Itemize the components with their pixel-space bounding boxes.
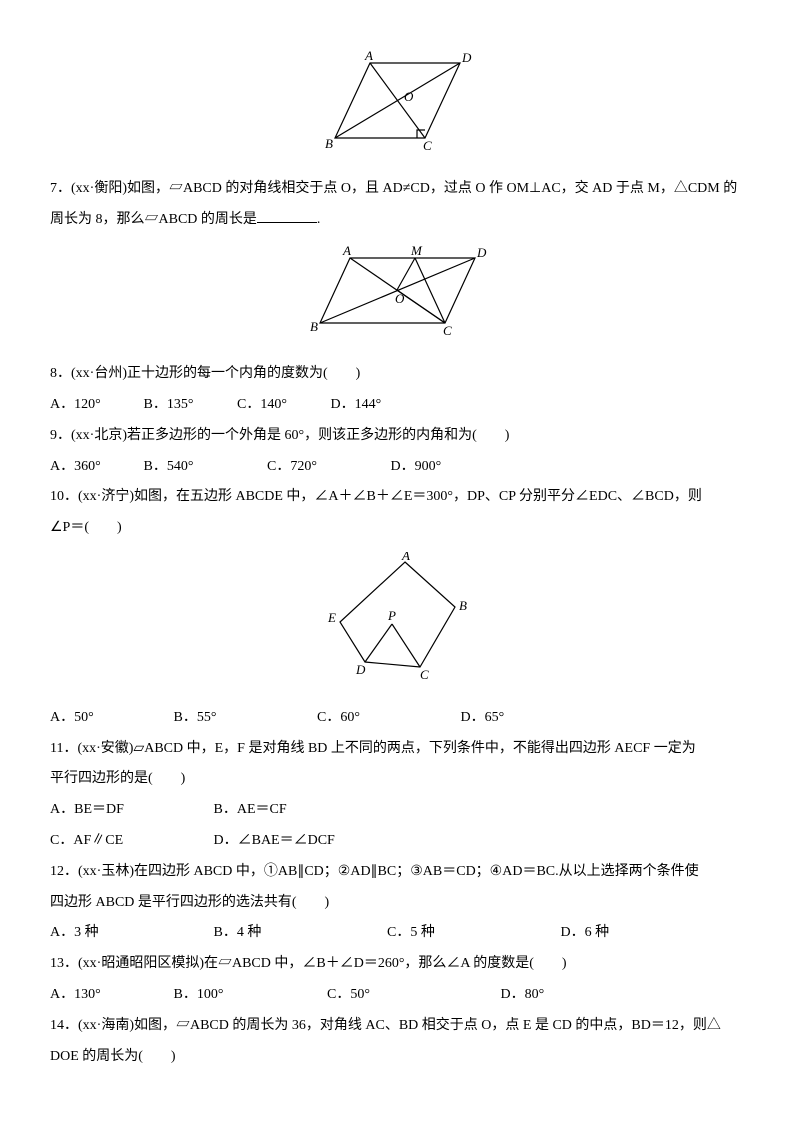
fig6-label-O: O [404, 89, 414, 104]
q9-opt-B: B．540° [144, 452, 264, 483]
fig10-label-P: P [387, 608, 396, 623]
q10-opt-B: B．55° [174, 703, 314, 734]
q7-line2: 周长为 8，那么▱ABCD 的周长是. [50, 205, 740, 236]
q10-opts: A．50° B．55° C．60° D．65° [50, 703, 740, 734]
fig10-label-E: E [327, 610, 336, 625]
fig6-svg: A D B C O [310, 48, 480, 153]
fig7-label-A: A [342, 243, 351, 258]
q10-line1: 10．(xx·济宁)如图，在五边形 ABCDE 中，∠A＋∠B＋∠E＝300°，… [50, 482, 740, 513]
q10-opt-C: C．60° [317, 703, 457, 734]
q13-opts: A．130° B．100° C．50° D．80° [50, 980, 740, 1011]
q8-opt-B: B．135° [144, 390, 234, 421]
q11-line2: 平行四边形的是( ) [50, 764, 740, 795]
q7-line2a: 周长为 8，那么▱ABCD 的周长是 [50, 212, 257, 227]
q8-text: 8．(xx·台州)正十边形的每一个内角的度数为( ) [50, 359, 740, 390]
fig7-svg: A M D B C O [295, 243, 495, 338]
fig10-label-B: B [459, 598, 467, 613]
q10-opt-A: A．50° [50, 703, 170, 734]
fig7-label-O: O [395, 291, 405, 306]
fig7-label-C: C [443, 323, 452, 338]
fig6-label-A: A [364, 48, 373, 63]
q14-line2: DOE 的周长为( ) [50, 1042, 740, 1073]
q12-opt-C: C．5 种 [387, 918, 557, 949]
q13-opt-D: D．80° [501, 980, 591, 1011]
fig10-svg: A B C D E P [310, 552, 480, 682]
figure-6: A D B C O [50, 48, 740, 166]
q11-opts-row2: C．AF∥CE D．∠BAE＝∠DCF [50, 826, 740, 857]
fig6-label-D: D [461, 50, 472, 65]
q13-opt-A: A．130° [50, 980, 170, 1011]
fig10-label-A: A [401, 552, 410, 563]
figure-10: A B C D E P [50, 552, 740, 695]
q9-opt-C: C．720° [267, 452, 387, 483]
q13-opt-C: C．50° [327, 980, 497, 1011]
q8-opt-A: A．120° [50, 390, 140, 421]
fig7-label-D: D [476, 245, 487, 260]
q13-opt-B: B．100° [174, 980, 324, 1011]
q11-opts-row1: A．BE＝DF B．AE＝CF [50, 795, 740, 826]
fig6-label-B: B [325, 136, 333, 151]
fig6-label-C: C [423, 138, 432, 153]
q8-opt-C: C．140° [237, 390, 327, 421]
q10-opt-D: D．65° [461, 703, 551, 734]
fig7-label-B: B [310, 319, 318, 334]
q9-opt-A: A．360° [50, 452, 140, 483]
q9-opt-D: D．900° [391, 452, 481, 483]
q12-line2: 四边形 ABCD 是平行四边形的选法共有( ) [50, 888, 740, 919]
q12-opt-B: B．4 种 [214, 918, 384, 949]
fig10-label-D: D [355, 662, 366, 677]
q11-opt-B: B．AE＝CF [214, 795, 374, 826]
q12-opts: A．3 种 B．4 种 C．5 种 D．6 种 [50, 918, 740, 949]
q10-line2: ∠P＝( ) [50, 513, 740, 544]
q12-line1: 12．(xx·玉林)在四边形 ABCD 中，①AB∥CD；②AD∥BC；③AB＝… [50, 857, 740, 888]
q14-line1: 14．(xx·海南)如图，▱ABCD 的周长为 36，对角线 AC、BD 相交于… [50, 1011, 740, 1042]
fig10-label-C: C [420, 667, 429, 682]
q11-opt-D: D．∠BAE＝∠DCF [214, 826, 374, 857]
q9-opts: A．360° B．540° C．720° D．900° [50, 452, 740, 483]
q7-blank [257, 208, 317, 223]
q11-line1: 11．(xx·安徽)▱ABCD 中，E，F 是对角线 BD 上不同的两点，下列条… [50, 734, 740, 765]
q8-opts: A．120° B．135° C．140° D．144° [50, 390, 740, 421]
q7-line2b: . [317, 212, 321, 227]
q9-text: 9．(xx·北京)若正多边形的一个外角是 60°，则该正多边形的内角和为( ) [50, 421, 740, 452]
q11-opt-C: C．AF∥CE [50, 826, 210, 857]
q8-opt-D: D．144° [331, 390, 421, 421]
figure-7: A M D B C O [50, 243, 740, 351]
fig7-label-M: M [410, 243, 423, 258]
q12-opt-A: A．3 种 [50, 918, 210, 949]
q7-line1: 7．(xx·衡阳)如图，▱ABCD 的对角线相交于点 O，且 AD≠CD，过点 … [50, 174, 740, 205]
q12-opt-D: D．6 种 [561, 918, 651, 949]
q11-opt-A: A．BE＝DF [50, 795, 210, 826]
q13-text: 13．(xx·昭通昭阳区模拟)在▱ABCD 中，∠B＋∠D＝260°，那么∠A … [50, 949, 740, 980]
